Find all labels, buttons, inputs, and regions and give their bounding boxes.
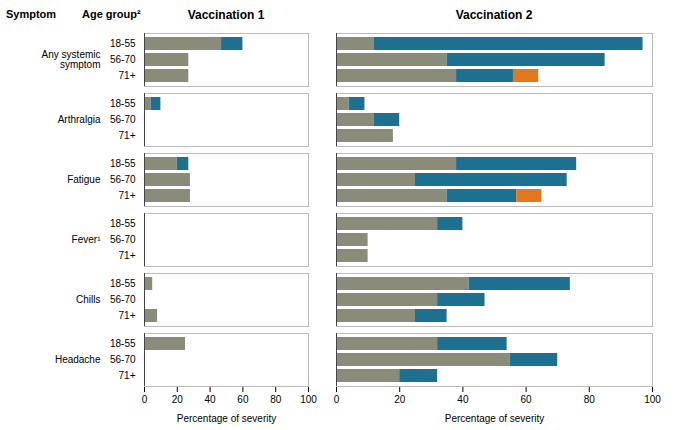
svg-text:18-55: 18-55	[110, 98, 136, 109]
svg-text:0: 0	[334, 394, 340, 405]
svg-text:Fatigue: Fatigue	[67, 174, 101, 185]
svg-text:56-70: 56-70	[110, 114, 136, 125]
svg-text:Chills: Chills	[76, 294, 100, 305]
svg-text:56-70: 56-70	[110, 234, 136, 245]
svg-text:0: 0	[142, 394, 148, 405]
svg-text:18-55: 18-55	[110, 158, 136, 169]
svg-text:56-70: 56-70	[110, 294, 136, 305]
svg-text:40: 40	[457, 394, 469, 405]
svg-text:Percentage of severity: Percentage of severity	[177, 413, 277, 424]
svg-text:Arthralgia: Arthralgia	[58, 114, 101, 125]
svg-text:Headache: Headache	[55, 354, 101, 365]
svg-text:100: 100	[300, 394, 317, 405]
svg-text:71+: 71+	[119, 250, 136, 261]
svg-text:Fever¹: Fever¹	[72, 234, 102, 245]
svg-text:18-55: 18-55	[110, 218, 136, 229]
svg-text:20: 20	[172, 394, 184, 405]
svg-text:71+: 71+	[119, 190, 136, 201]
svg-text:Percentage of severity: Percentage of severity	[445, 413, 545, 424]
svg-text:60: 60	[237, 394, 249, 405]
svg-text:18-55: 18-55	[110, 38, 136, 49]
html-text:Symptom: Symptom	[6, 8, 57, 20]
svg-text:71+: 71+	[119, 70, 136, 81]
html-text:Vaccination 2: Vaccination 2	[455, 8, 533, 22]
svg-text:56-70: 56-70	[110, 174, 136, 185]
svg-text:80: 80	[584, 394, 596, 405]
svg-text:56-70: 56-70	[110, 354, 136, 365]
svg-text:40: 40	[205, 394, 217, 405]
svg-text:80: 80	[270, 394, 282, 405]
svg-text:60: 60	[521, 394, 533, 405]
svg-text:71+: 71+	[119, 370, 136, 381]
svg-text:20: 20	[394, 394, 406, 405]
html-text:Age group²: Age group²	[82, 8, 141, 20]
svg-text:71+: 71+	[119, 130, 136, 141]
svg-text:71+: 71+	[119, 310, 136, 321]
html-text:Vaccination 1: Vaccination 1	[187, 8, 265, 22]
svg-text:18-55: 18-55	[110, 278, 136, 289]
svg-text:100: 100	[644, 394, 661, 405]
svg-text:Any systemicsymptom: Any systemicsymptom	[42, 49, 101, 70]
svg-text:18-55: 18-55	[110, 338, 136, 349]
svg-text:56-70: 56-70	[110, 54, 136, 65]
